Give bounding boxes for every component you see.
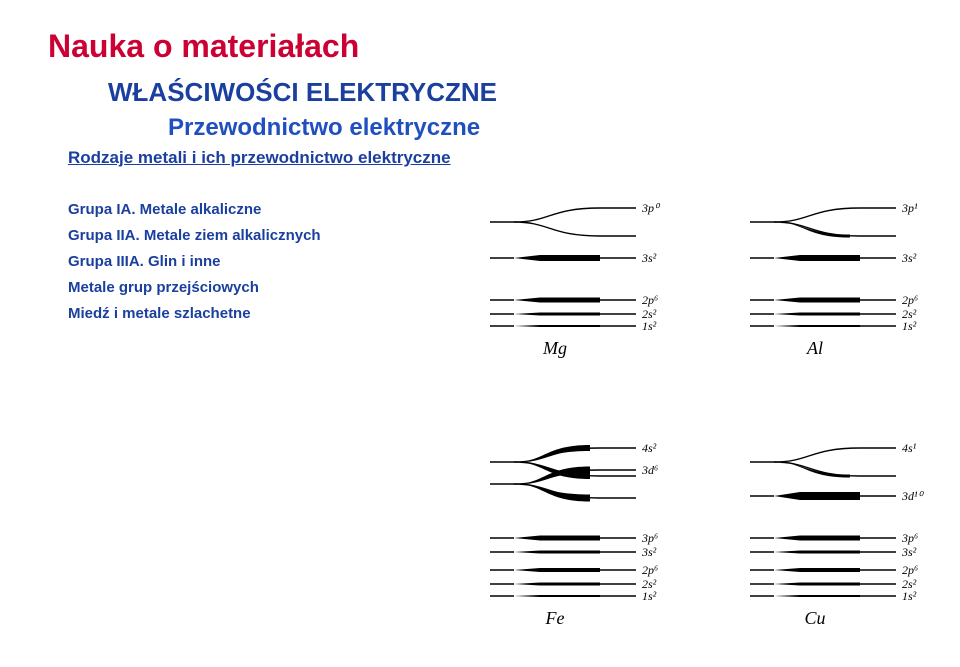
svg-text:2p⁶: 2p⁶ [642,293,658,307]
svg-text:2p⁶: 2p⁶ [642,563,658,577]
svg-text:4s¹: 4s¹ [902,441,917,455]
svg-text:3s²: 3s² [641,545,657,559]
svg-text:Cu: Cu [804,608,825,628]
svg-text:3s²: 3s² [641,251,657,265]
svg-text:1s²: 1s² [902,319,917,333]
svg-text:1s²: 1s² [642,319,657,333]
svg-text:2p⁶: 2p⁶ [902,563,918,577]
svg-text:3p⁶: 3p⁶ [641,531,658,545]
svg-text:3p¹: 3p¹ [901,201,918,215]
topic-line: Rodzaje metali i ich przewodnictwo elekt… [68,148,912,168]
band-diagram-mg: 3p⁰3s²2p⁶2s²1s²Mg [480,200,680,360]
svg-text:3d⁶: 3d⁶ [641,463,658,477]
band-diagram-cu: 4s¹3d¹⁰3p⁶3s²2p⁶2s²1s²Cu [740,440,940,630]
svg-text:3s²: 3s² [901,251,917,265]
svg-text:3p⁰: 3p⁰ [641,201,661,215]
svg-text:Fe: Fe [545,608,565,628]
svg-text:3p⁶: 3p⁶ [901,531,918,545]
svg-text:1s²: 1s² [902,589,917,603]
svg-text:3s²: 3s² [901,545,917,559]
band-diagram-fe: 4s²3d⁶3p⁶3s²2p⁶2s²1s²Fe [480,440,680,630]
section-heading: WŁAŚCIWOŚCI ELEKTRYCZNE [108,77,912,108]
svg-text:4s²: 4s² [642,441,657,455]
subsection-heading: Przewodnictwo elektryczne [168,114,912,142]
band-diagram-al: 3p¹3s²2p⁶2s²1s²Al [740,200,940,360]
svg-text:Al: Al [806,338,823,358]
page-title: Nauka o materiałach [48,28,912,65]
svg-text:1s²: 1s² [642,589,657,603]
svg-text:3d¹⁰: 3d¹⁰ [901,489,925,503]
svg-text:Mg: Mg [542,338,567,358]
svg-text:2p⁶: 2p⁶ [902,293,918,307]
